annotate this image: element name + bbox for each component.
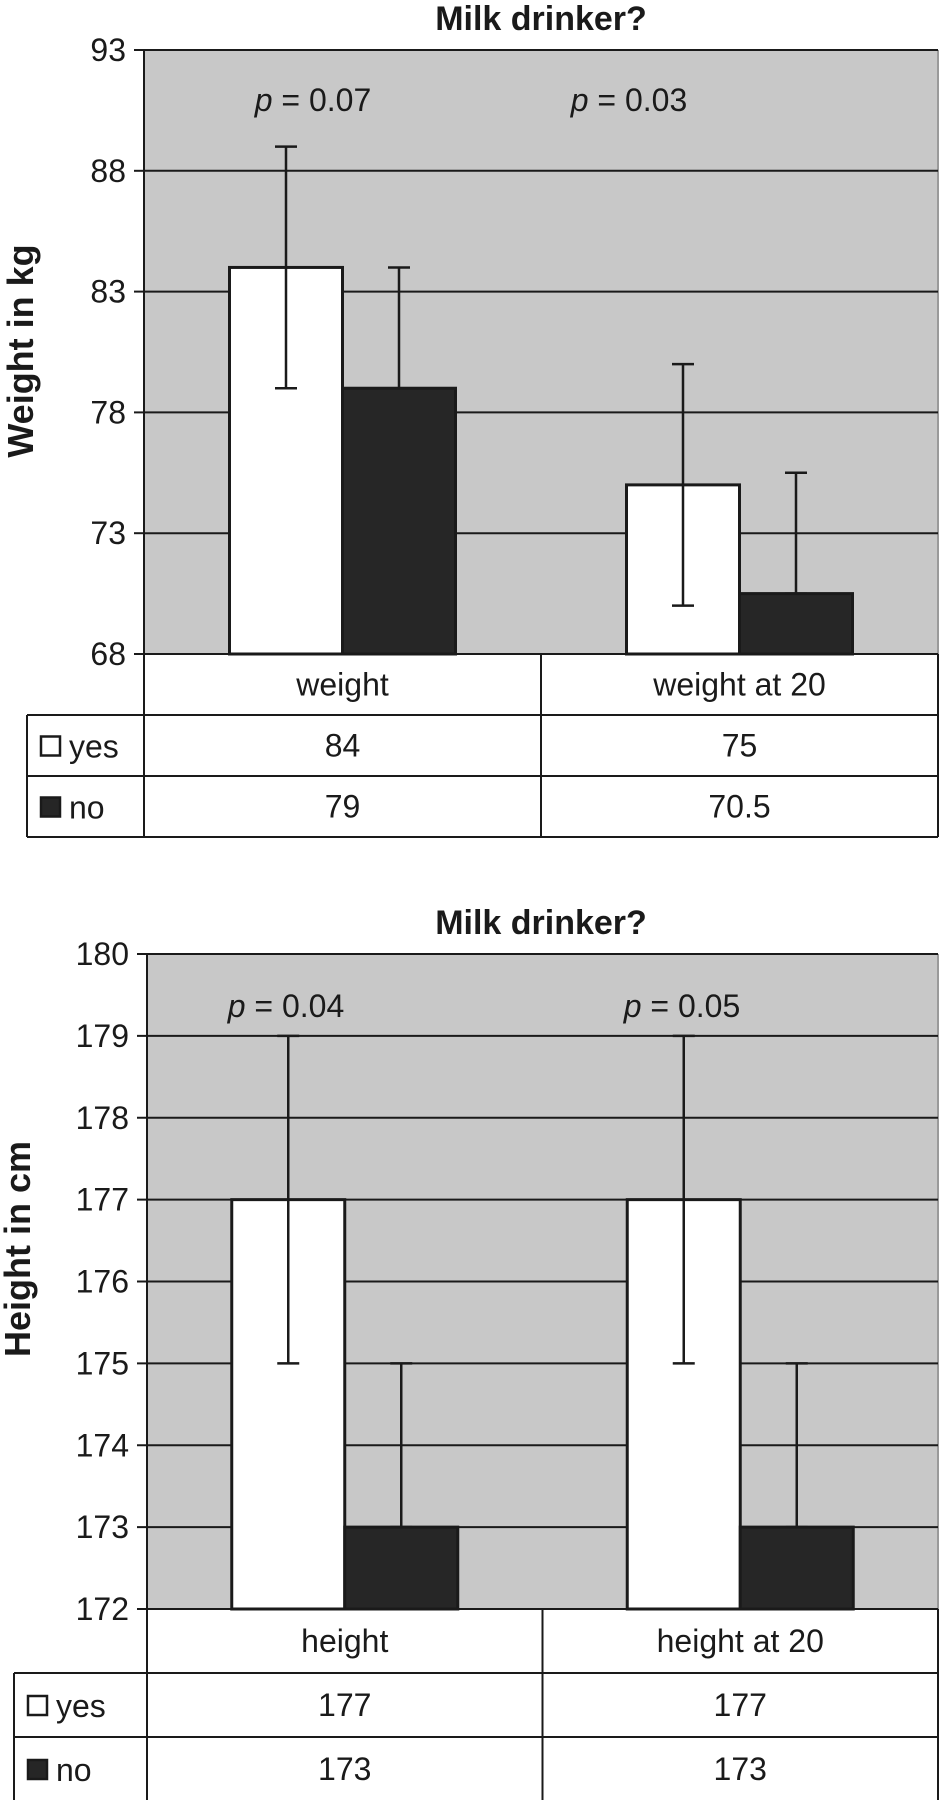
p-value-label: p = 0.05 — [623, 988, 741, 1024]
y-tick-label: 177 — [76, 1182, 129, 1218]
height-chart-svg: Milk drinker? 172 173 174 175 176 177 178 179 180… — [0, 904, 939, 1800]
legend-swatch-no — [26, 1758, 49, 1781]
y-tick-label: 93 — [90, 32, 126, 68]
chart-title: Milk drinker? — [435, 904, 647, 942]
y-tick-label: 78 — [90, 394, 126, 430]
y-axis-label-group: Height in cm — [0, 1141, 38, 1357]
y-tick-label: 83 — [90, 274, 126, 310]
bar-no-1 — [738, 1525, 855, 1611]
p-value-label: p = 0.07 — [254, 82, 372, 118]
y-axis-label-group: Weight in kg — [0, 244, 41, 457]
y-tick-label: 73 — [90, 515, 126, 551]
table-value: 70.5 — [708, 789, 770, 825]
legend-swatch-yes — [26, 1694, 49, 1717]
chart-title: Milk drinker? — [435, 0, 647, 38]
table-value: 79 — [325, 789, 361, 825]
y-tick-label: 176 — [76, 1264, 129, 1300]
height-chart: Milk drinker? 172 173 174 175 176 177 178 179 180… — [0, 900, 939, 1800]
p-value-label: p = 0.03 — [570, 82, 688, 118]
legend-label-no: no — [69, 790, 105, 826]
legend-swatch-no — [39, 796, 62, 818]
table-value: 84 — [325, 728, 361, 764]
y-tick-label: 173 — [76, 1509, 129, 1545]
y-tick-label: 178 — [76, 1100, 129, 1136]
legend-label-yes: yes — [56, 1688, 106, 1724]
table-value: 75 — [722, 728, 758, 764]
bar-no-1 — [738, 592, 854, 656]
category-label: weight — [295, 667, 389, 703]
y-axis-label: Height in cm — [0, 1141, 38, 1357]
table-value: 173 — [318, 1751, 371, 1787]
y-tick-label: 88 — [90, 153, 126, 189]
category-label: height at 20 — [657, 1623, 824, 1659]
category-label: weight at 20 — [652, 667, 826, 703]
p-value-label: p = 0.04 — [227, 988, 345, 1024]
y-tick-label: 180 — [76, 936, 129, 972]
y-tick-label: 172 — [76, 1591, 129, 1627]
category-label: height — [301, 1623, 388, 1659]
table-value: 177 — [714, 1687, 767, 1723]
weight-chart: Milk drinker? 68 73 78 83 88 93 Weight in kg p =… — [0, 0, 939, 860]
table-value: 177 — [318, 1687, 371, 1723]
legend-label-no: no — [56, 1752, 92, 1788]
bar-no-0 — [341, 386, 457, 656]
weight-chart-svg: Milk drinker? 68 73 78 83 88 93 Weight in kg p =… — [0, 0, 939, 838]
y-tick-label: 68 — [90, 636, 126, 672]
legend-swatch-yes — [39, 735, 62, 757]
legend-label-yes: yes — [69, 729, 119, 765]
y-axis-label: Weight in kg — [0, 244, 41, 457]
y-tick-label: 174 — [76, 1427, 129, 1463]
y-tick-label: 175 — [76, 1345, 129, 1381]
y-tick-label: 179 — [76, 1018, 129, 1054]
bar-no-0 — [343, 1525, 460, 1611]
table-value: 173 — [714, 1751, 767, 1787]
